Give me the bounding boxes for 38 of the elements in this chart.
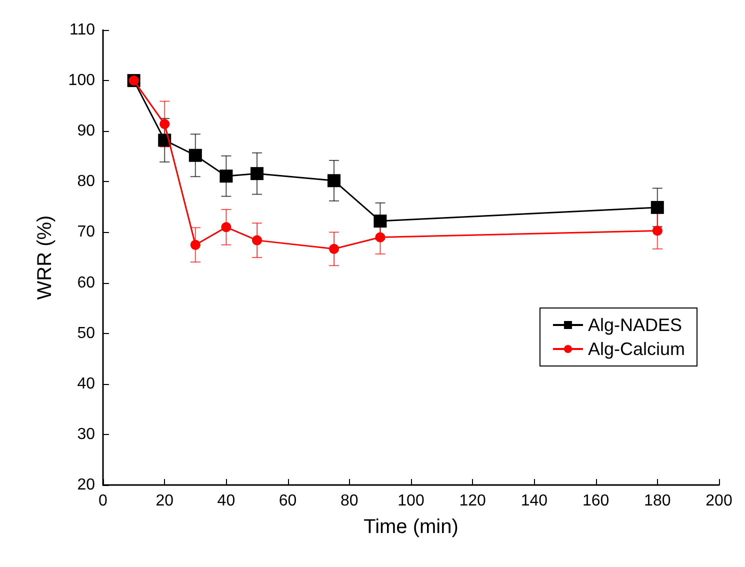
x-tick-label: 60 [278,492,297,510]
x-tick-label: 20 [156,492,174,510]
y-tick-label: 60 [77,274,96,292]
y-tick-label: 100 [68,72,96,90]
y-tick-label: 50 [77,324,96,342]
y-tick-label: 70 [77,224,96,241]
point [190,240,200,250]
point [221,222,232,232]
x-tick-label: 140 [520,492,548,510]
point [188,148,202,162]
point [220,170,233,183]
point [650,200,664,214]
x-tick-label: 0 [98,492,108,510]
x-tick-label: 160 [582,492,610,510]
point [329,244,339,254]
y-axis-title: WRR (%) [34,215,56,300]
point [375,232,386,242]
y-tick-label: 90 [77,122,96,140]
x-tick-label: 180 [644,492,671,510]
point [252,235,262,246]
y-tick-label: 110 [69,22,96,38]
x-tick-label: 100 [398,492,424,510]
point [250,167,264,180]
legend-label: Alg-NADES [588,315,682,335]
legend-label: Alg-Calcium [588,339,686,359]
point [374,214,387,228]
x-tick-label: 200 [706,492,732,510]
y-tick-label: 80 [77,173,96,190]
point [652,226,662,236]
x-tick-label: 40 [217,492,236,510]
y-tick-label: 30 [77,426,96,443]
y-tick-label: 20 [77,476,96,494]
x-axis-title: Time (min) [364,516,458,538]
point [328,174,340,188]
point [160,119,170,130]
x-tick-label: 120 [459,492,486,510]
y-tick-label: 40 [77,375,96,392]
x-tick-label: 80 [340,492,358,510]
